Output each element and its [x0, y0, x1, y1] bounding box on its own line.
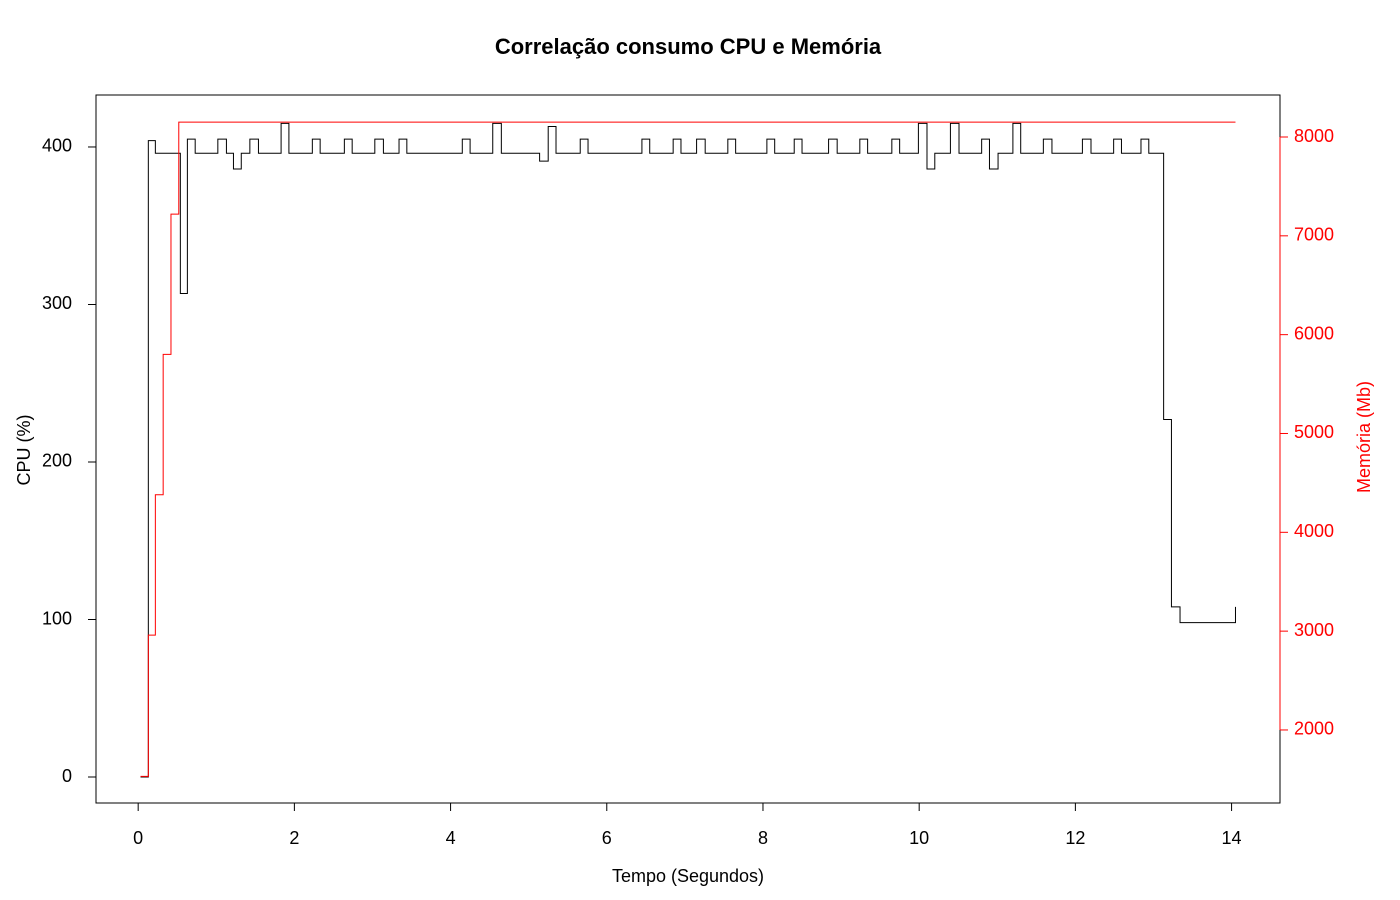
- y2-tick-label: 6000: [1294, 323, 1334, 343]
- x-tick-label: 12: [1065, 828, 1085, 848]
- y2-axis-label: Memória (Mb): [1354, 381, 1374, 493]
- y2-tick-label: 5000: [1294, 422, 1334, 442]
- y-axis-label: CPU (%): [14, 415, 34, 486]
- y2-tick-label: 7000: [1294, 225, 1334, 245]
- y-tick-label: 400: [42, 136, 72, 156]
- series-line: [140, 122, 1236, 778]
- y2-tick-label: 8000: [1294, 126, 1334, 146]
- x-tick-label: 4: [446, 828, 456, 848]
- y-tick-label: 100: [42, 608, 72, 628]
- y-tick-label: 0: [62, 766, 72, 786]
- x-tick-label: 8: [758, 828, 768, 848]
- x-tick-label: 2: [289, 828, 299, 848]
- plot-frame: [95, 94, 1281, 804]
- x-tick-label: 10: [909, 828, 929, 848]
- x-tick-label: 0: [133, 828, 143, 848]
- x-tick-label: 6: [602, 828, 612, 848]
- y-tick-label: 300: [42, 293, 72, 313]
- y2-tick-label: 2000: [1294, 719, 1334, 739]
- y-tick-label: 200: [42, 451, 72, 471]
- x-axis-label: Tempo (Segundos): [612, 866, 764, 886]
- chart-title: Correlação consumo CPU e Memória: [495, 34, 882, 59]
- series-line: [140, 121, 1236, 777]
- x-tick-label: 14: [1222, 828, 1242, 848]
- y2-tick-label: 4000: [1294, 521, 1334, 541]
- y2-tick-label: 3000: [1294, 620, 1334, 640]
